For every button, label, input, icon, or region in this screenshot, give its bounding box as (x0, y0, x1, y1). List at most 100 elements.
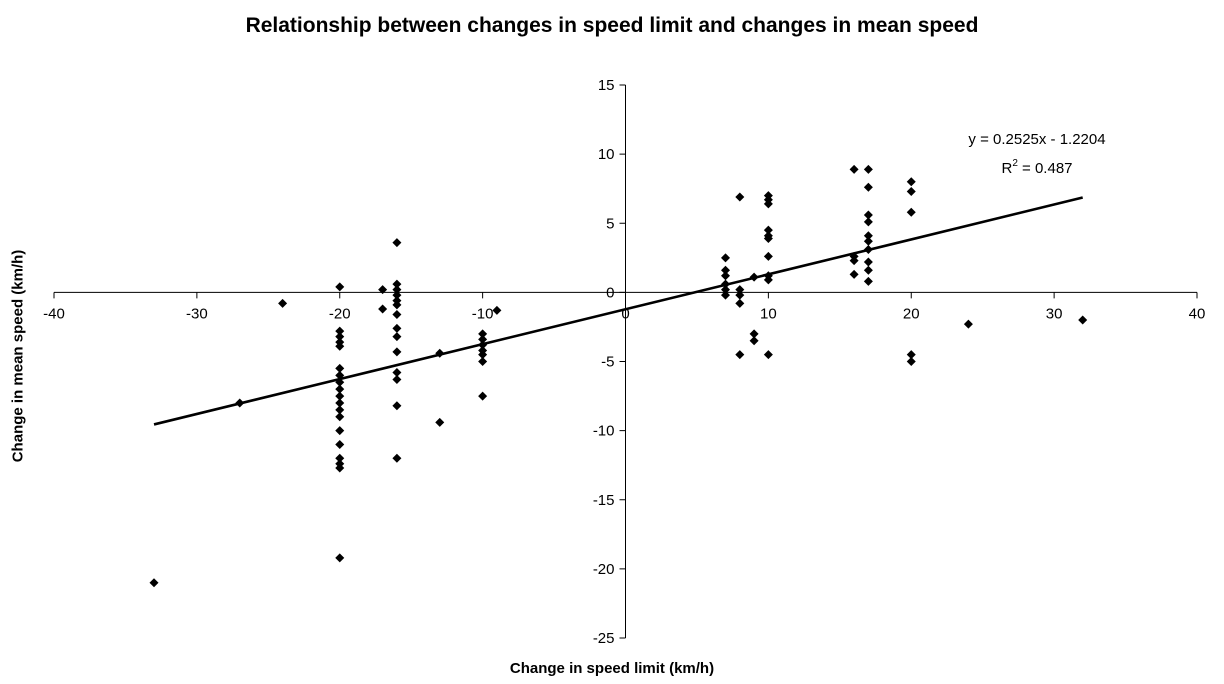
data-point (721, 279, 731, 289)
data-point (721, 253, 731, 263)
data-point (335, 453, 345, 463)
data-point (435, 348, 445, 358)
y-tick-label: -10 (593, 423, 615, 440)
data-point (335, 405, 345, 415)
data-point (721, 271, 731, 281)
data-point (721, 265, 731, 275)
data-point (335, 341, 345, 351)
data-point (335, 282, 345, 292)
trendline-group (153, 196, 1084, 426)
data-point (478, 357, 488, 366)
y-tick-label: -15 (593, 492, 615, 509)
y-tick-label: -25 (593, 630, 615, 647)
tick-labels: -40 -30 -20 -10 0 10 20 30 40 -25 -20 -15 -10 -5 0 5 10 1… (43, 77, 1205, 647)
data-point (906, 186, 916, 196)
data-point (149, 578, 159, 588)
data-point (763, 275, 773, 285)
data-point (478, 350, 488, 360)
x-tick-label: -30 (186, 305, 208, 322)
data-point (763, 225, 773, 235)
data-point (863, 245, 873, 255)
data-point (478, 334, 488, 344)
data-point (735, 350, 745, 360)
data-point (906, 357, 916, 366)
data-point (863, 236, 873, 246)
data-point (906, 350, 916, 360)
data-point (392, 238, 402, 248)
data-point (749, 336, 759, 346)
data-point (392, 285, 402, 295)
x-tick-label: 0 (621, 305, 629, 322)
data-point (763, 233, 773, 243)
data-point (335, 412, 345, 422)
data-point (863, 182, 873, 192)
data-point (1078, 315, 1088, 325)
data-point (392, 279, 402, 289)
data-point (721, 290, 731, 300)
data-point (735, 290, 745, 300)
y-tick-label: -5 (601, 354, 614, 371)
data-point (335, 463, 345, 473)
data-point (963, 319, 973, 329)
data-point (335, 370, 345, 380)
data-point (435, 417, 445, 427)
trendline-r2: R2 = 0.487 (1001, 158, 1072, 177)
x-axis-label: Change in speed limit (km/h) (509, 660, 715, 677)
y-tick-label: 5 (606, 215, 614, 232)
x-tick-label: 40 (1189, 305, 1206, 322)
data-point (863, 217, 873, 227)
y-tick-label: 0 (606, 284, 614, 301)
data-point (849, 164, 859, 174)
y-tick-label: -20 (593, 561, 615, 578)
data-point (749, 272, 759, 282)
data-point (335, 332, 345, 342)
data-point (478, 329, 488, 339)
data-point (863, 257, 873, 267)
data-point (392, 323, 402, 333)
data-point (863, 265, 873, 275)
r2-value: = 0.487 (1018, 160, 1073, 177)
data-point (906, 177, 916, 187)
data-point (478, 391, 488, 401)
r2-superscript: 2 (1012, 158, 1018, 169)
data-point (735, 298, 745, 308)
data-point (392, 368, 402, 378)
data-point (335, 384, 345, 394)
data-point (335, 326, 345, 336)
data-point (335, 391, 345, 401)
chart-title: Relationship between changes in speed li… (245, 14, 979, 37)
y-tick-label: 10 (598, 146, 615, 163)
x-tick-label: 20 (903, 305, 920, 322)
axes (53, 84, 1198, 639)
x-tick-label: 30 (1046, 305, 1063, 322)
data-point (378, 285, 388, 295)
data-point (849, 256, 859, 266)
data-point (749, 329, 759, 339)
data-point (392, 374, 402, 384)
trendline (153, 196, 1084, 426)
data-point (863, 231, 873, 241)
data-point (721, 285, 731, 295)
data-point (492, 305, 502, 315)
trendline-annotation: y = 0.2525x - 1.2204 R2 = 0.487 (968, 131, 1105, 177)
data-point (335, 426, 345, 436)
data-point (763, 199, 773, 209)
data-point (335, 398, 345, 408)
data-point (849, 269, 859, 279)
data-point (863, 164, 873, 174)
y-tick-label: 15 (598, 77, 615, 94)
data-point (378, 304, 388, 314)
data-point (478, 340, 488, 350)
x-tick-label: -40 (43, 305, 65, 322)
data-point (763, 350, 773, 360)
data-point (392, 347, 402, 357)
data-point (863, 276, 873, 286)
x-tick-label: 10 (760, 305, 777, 322)
data-point (392, 332, 402, 342)
data-point (906, 207, 916, 217)
data-point (392, 300, 402, 310)
data-point (235, 398, 245, 408)
data-point (335, 439, 345, 449)
data-point (392, 453, 402, 463)
